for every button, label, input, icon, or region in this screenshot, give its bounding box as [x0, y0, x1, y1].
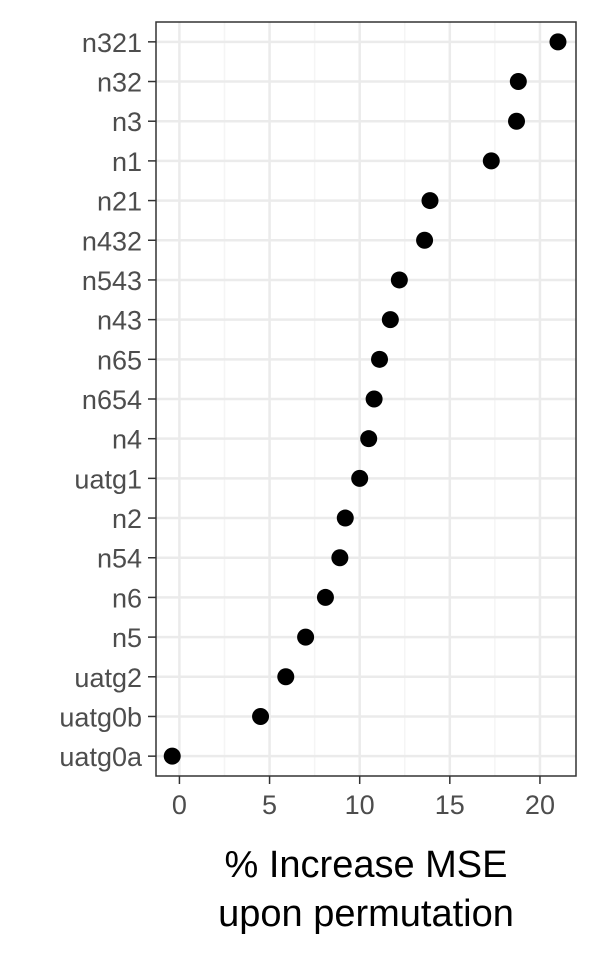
y-tick-label-n432: n432 — [82, 226, 142, 256]
point-n654 — [365, 390, 383, 408]
y-tick-label-uatg1: uatg1 — [74, 464, 142, 494]
x-tick-label-0: 0 — [172, 790, 187, 820]
x-axis: 0 5 10 15 20 — [172, 776, 555, 820]
y-tick-label-n1: n1 — [112, 147, 142, 177]
y-tick-label-n65: n65 — [97, 345, 142, 375]
y-tick-label-n21: n21 — [97, 187, 142, 217]
x-tick-label-5: 5 — [262, 790, 277, 820]
point-n321 — [549, 33, 567, 51]
point-n65 — [371, 350, 389, 368]
point-uatg0a — [163, 747, 181, 765]
point-n3 — [508, 112, 526, 130]
point-n6 — [316, 588, 334, 606]
x-tick-label-20: 20 — [525, 790, 555, 820]
y-axis: n321 n32 n3 n1 n21 n432 n543 n43 n65 n654 n4 uatg1 n… — [59, 28, 156, 772]
y-tick-label-n32: n32 — [97, 68, 142, 98]
point-n43 — [381, 311, 399, 329]
y-tick-label-n654: n654 — [82, 385, 142, 415]
point-n5 — [297, 628, 315, 646]
point-n2 — [336, 509, 354, 527]
point-n54 — [331, 549, 349, 567]
x-axis-title-line2: upon permutation — [218, 893, 514, 935]
y-tick-label-n3: n3 — [112, 107, 142, 137]
y-tick-label-n43: n43 — [97, 306, 142, 336]
y-tick-label-uatg2: uatg2 — [74, 663, 142, 693]
y-tick-label-uatg0a: uatg0a — [59, 742, 143, 772]
major-gridlines — [156, 22, 576, 776]
point-n4 — [360, 430, 378, 448]
x-axis-title-line1: % Increase MSE — [225, 844, 508, 886]
point-n1 — [482, 152, 500, 170]
x-tick-label-10: 10 — [345, 790, 375, 820]
y-tick-label-n5: n5 — [112, 623, 142, 653]
point-uatg2 — [277, 668, 295, 686]
point-uatg0b — [252, 707, 270, 725]
point-n543 — [390, 271, 408, 289]
x-tick-label-15: 15 — [435, 790, 465, 820]
y-tick-label-n2: n2 — [112, 504, 142, 534]
data-points — [163, 33, 567, 765]
y-tick-label-n321: n321 — [82, 28, 142, 58]
point-uatg1 — [351, 469, 369, 487]
y-tick-label-uatg0b: uatg0b — [59, 702, 142, 732]
y-tick-label-n54: n54 — [97, 544, 142, 574]
point-n432 — [416, 231, 434, 249]
y-tick-label-n4: n4 — [112, 425, 142, 455]
point-n21 — [421, 192, 439, 210]
y-tick-label-n543: n543 — [82, 266, 142, 296]
point-n32 — [509, 73, 527, 91]
y-tick-label-n6: n6 — [112, 583, 142, 613]
